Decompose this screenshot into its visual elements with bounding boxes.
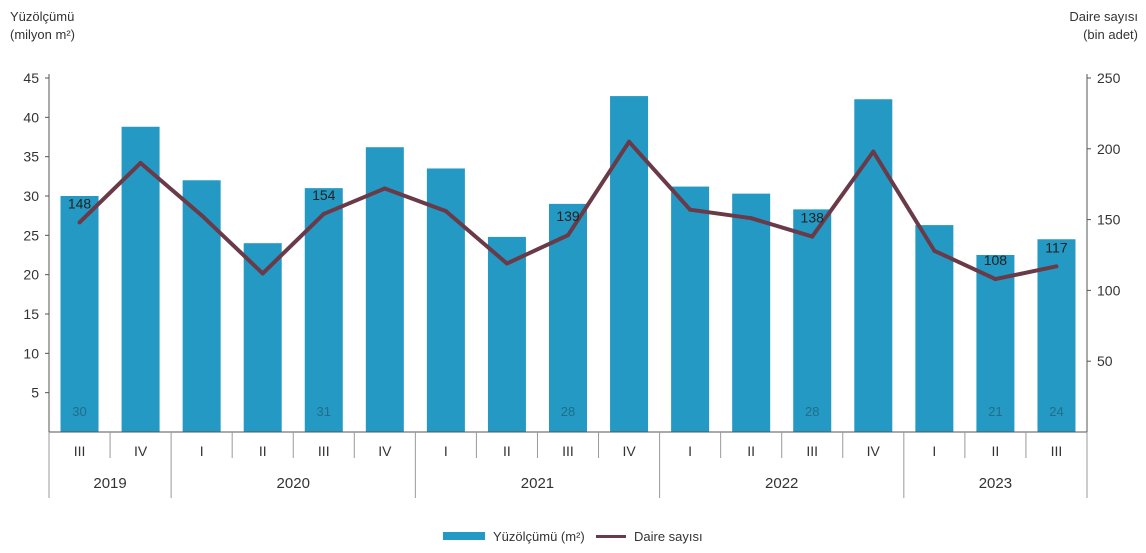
bar (1037, 239, 1076, 432)
left-y-tick-label: 10 (23, 345, 39, 361)
left-axis-title-line-1: Yüzölçümü (10, 9, 75, 24)
line-point (443, 209, 448, 214)
left-y-tick-label: 40 (23, 109, 39, 125)
right-y-tick-label: 150 (1097, 212, 1121, 228)
x-tick-label: III (318, 443, 330, 459)
x-tick-label: II (259, 443, 267, 459)
line-point (932, 248, 937, 253)
line-point (688, 207, 693, 212)
line-point (199, 213, 204, 218)
right-y-tick-label: 250 (1097, 70, 1121, 86)
bar (793, 209, 832, 432)
left-y-tick-label: 30 (23, 188, 39, 204)
right-y-tick-label: 100 (1097, 282, 1121, 298)
legend-swatch-bar (443, 532, 486, 541)
right-axis-title-line-1: Daire sayısı (1069, 9, 1138, 24)
line-point (810, 234, 815, 239)
year-label: 2023 (979, 475, 1012, 492)
x-tick-label: III (562, 443, 574, 459)
line-point (993, 277, 998, 282)
bar (182, 180, 221, 432)
left-axis-title-line-2: (milyon m²) (10, 27, 75, 42)
line-point (77, 220, 82, 225)
left-y-tick-label: 25 (23, 227, 39, 243)
x-tick-label: I (200, 443, 204, 459)
line-data-label: 117 (1045, 239, 1068, 255)
x-tick-label: I (444, 443, 448, 459)
bar (976, 255, 1015, 432)
x-tick-label: IV (134, 443, 148, 459)
bar (671, 186, 710, 432)
chart: 5 10 15 20 25 30 35 40 45 50 100 150 200 250 30 31 28 28 2… (23, 70, 1121, 498)
left-y-tick-label: 35 (23, 149, 39, 165)
x-tick-label: II (992, 443, 1000, 459)
x-tick-label: I (932, 443, 936, 459)
line-data-label: 138 (801, 210, 825, 226)
line-point (627, 139, 632, 144)
bar-data-label: 28 (561, 404, 575, 419)
legend-swatch-line (596, 534, 627, 538)
x-tick-label: III (74, 443, 86, 459)
line-point (260, 271, 265, 276)
x-tick-label: IV (867, 443, 881, 459)
line-data-label: 108 (984, 252, 1008, 268)
x-tick-label: II (747, 443, 755, 459)
bar (915, 225, 954, 432)
x-tick-label: I (688, 443, 692, 459)
left-y-tick-label: 5 (31, 385, 39, 401)
legend-item-bar: Yüzölçümü (m²) (443, 528, 585, 544)
year-label: 2021 (521, 475, 554, 492)
right-axis-title: Daire sayısı (bin adet) (1069, 8, 1138, 44)
left-y-tick-label: 45 (23, 70, 39, 86)
left-y-tick-label: 15 (23, 306, 39, 322)
bar-data-label: 24 (1049, 404, 1063, 419)
bar (487, 236, 526, 432)
line-point (138, 160, 143, 165)
x-tick-label: II (503, 443, 511, 459)
line-point (566, 233, 570, 238)
bar-data-label: 21 (988, 404, 1002, 419)
right-axis-title-line-2: (bin adet) (1083, 27, 1138, 42)
line-data-label: 154 (312, 187, 336, 203)
line-point (382, 186, 387, 191)
x-tick-label: III (806, 443, 818, 459)
right-y-tick-label: 50 (1097, 353, 1113, 369)
bar-data-label: 31 (317, 404, 331, 419)
x-tick-label: III (1051, 443, 1063, 459)
legend: Yüzölçümü (m²) Daire sayısı (0, 527, 1146, 544)
x-tick-label: IV (622, 443, 636, 459)
line-data-label: 139 (556, 208, 580, 224)
line-point (871, 149, 876, 154)
x-tick-label: IV (378, 443, 392, 459)
line-point (749, 216, 754, 221)
legend-item-line: Daire sayısı (596, 528, 703, 544)
left-y-tick-label: 20 (23, 267, 39, 283)
year-label: 2019 (93, 475, 126, 492)
line-data-label: 148 (68, 195, 92, 211)
year-label: 2020 (277, 475, 310, 492)
legend-label-bar: Yüzölçümü (m²) (492, 528, 585, 544)
bar (60, 196, 99, 432)
line-point (1054, 264, 1059, 269)
legend-label-line: Daire sayısı (633, 528, 703, 544)
bar-data-label: 28 (805, 404, 819, 419)
left-axis-title: Yüzölçümü (milyon m²) (10, 8, 75, 44)
bar-data-label: 30 (72, 404, 86, 419)
line-point (504, 261, 509, 266)
line-point (321, 211, 326, 216)
bar (732, 193, 771, 432)
right-y-tick-label: 200 (1097, 141, 1121, 157)
bar (854, 99, 893, 433)
bar (549, 203, 587, 432)
year-label: 2022 (765, 475, 798, 492)
bar (610, 96, 649, 433)
